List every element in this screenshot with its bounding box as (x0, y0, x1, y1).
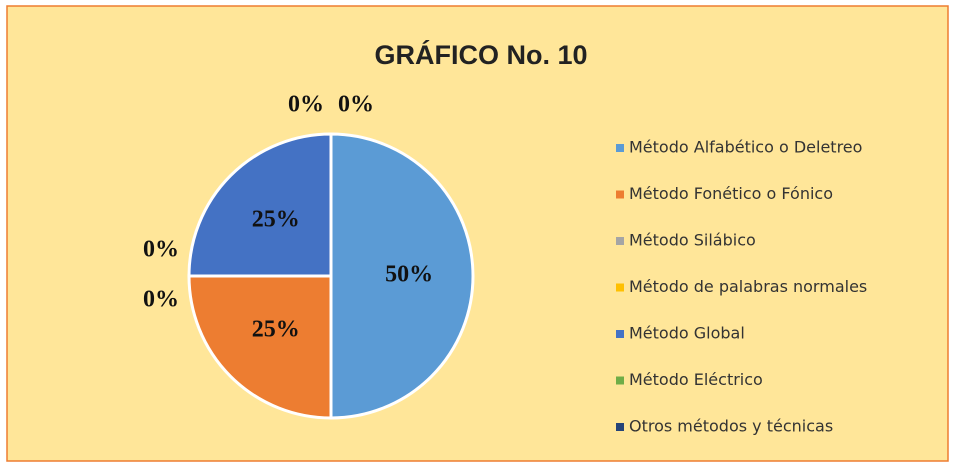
chart-frame (6, 5, 949, 462)
data-label: 25% (252, 206, 300, 232)
legend-label: Método Eléctrico (629, 370, 763, 389)
legend-swatch (616, 423, 624, 431)
data-label: 0% (338, 92, 374, 118)
data-label: 50% (385, 262, 433, 288)
pie-slice (187, 274, 333, 420)
legend-swatch (616, 190, 624, 199)
legend-swatch (616, 376, 624, 385)
data-label: 0% (288, 92, 324, 118)
legend-label: Método de palabras normales (629, 277, 867, 296)
data-label: 0% (143, 237, 179, 263)
data-label: 0% (143, 287, 179, 313)
legend-swatch (616, 283, 624, 292)
legend-swatch (616, 330, 624, 338)
pie-slice (187, 132, 333, 278)
legend-swatch (616, 144, 624, 152)
legend-label: Método Fonético o Fónico (629, 184, 833, 203)
chart-title: GRÁFICO No. 10 (374, 39, 587, 70)
legend-label: Método Global (629, 324, 745, 343)
pie-slice (329, 132, 475, 420)
data-label: 25% (252, 317, 300, 343)
legend-label: Método Silábico (629, 231, 756, 250)
legend-swatch (616, 237, 624, 245)
legend-label: Otros métodos y técnicas (629, 417, 833, 436)
legend-label: Método Alfabético o Deletreo (629, 138, 862, 157)
